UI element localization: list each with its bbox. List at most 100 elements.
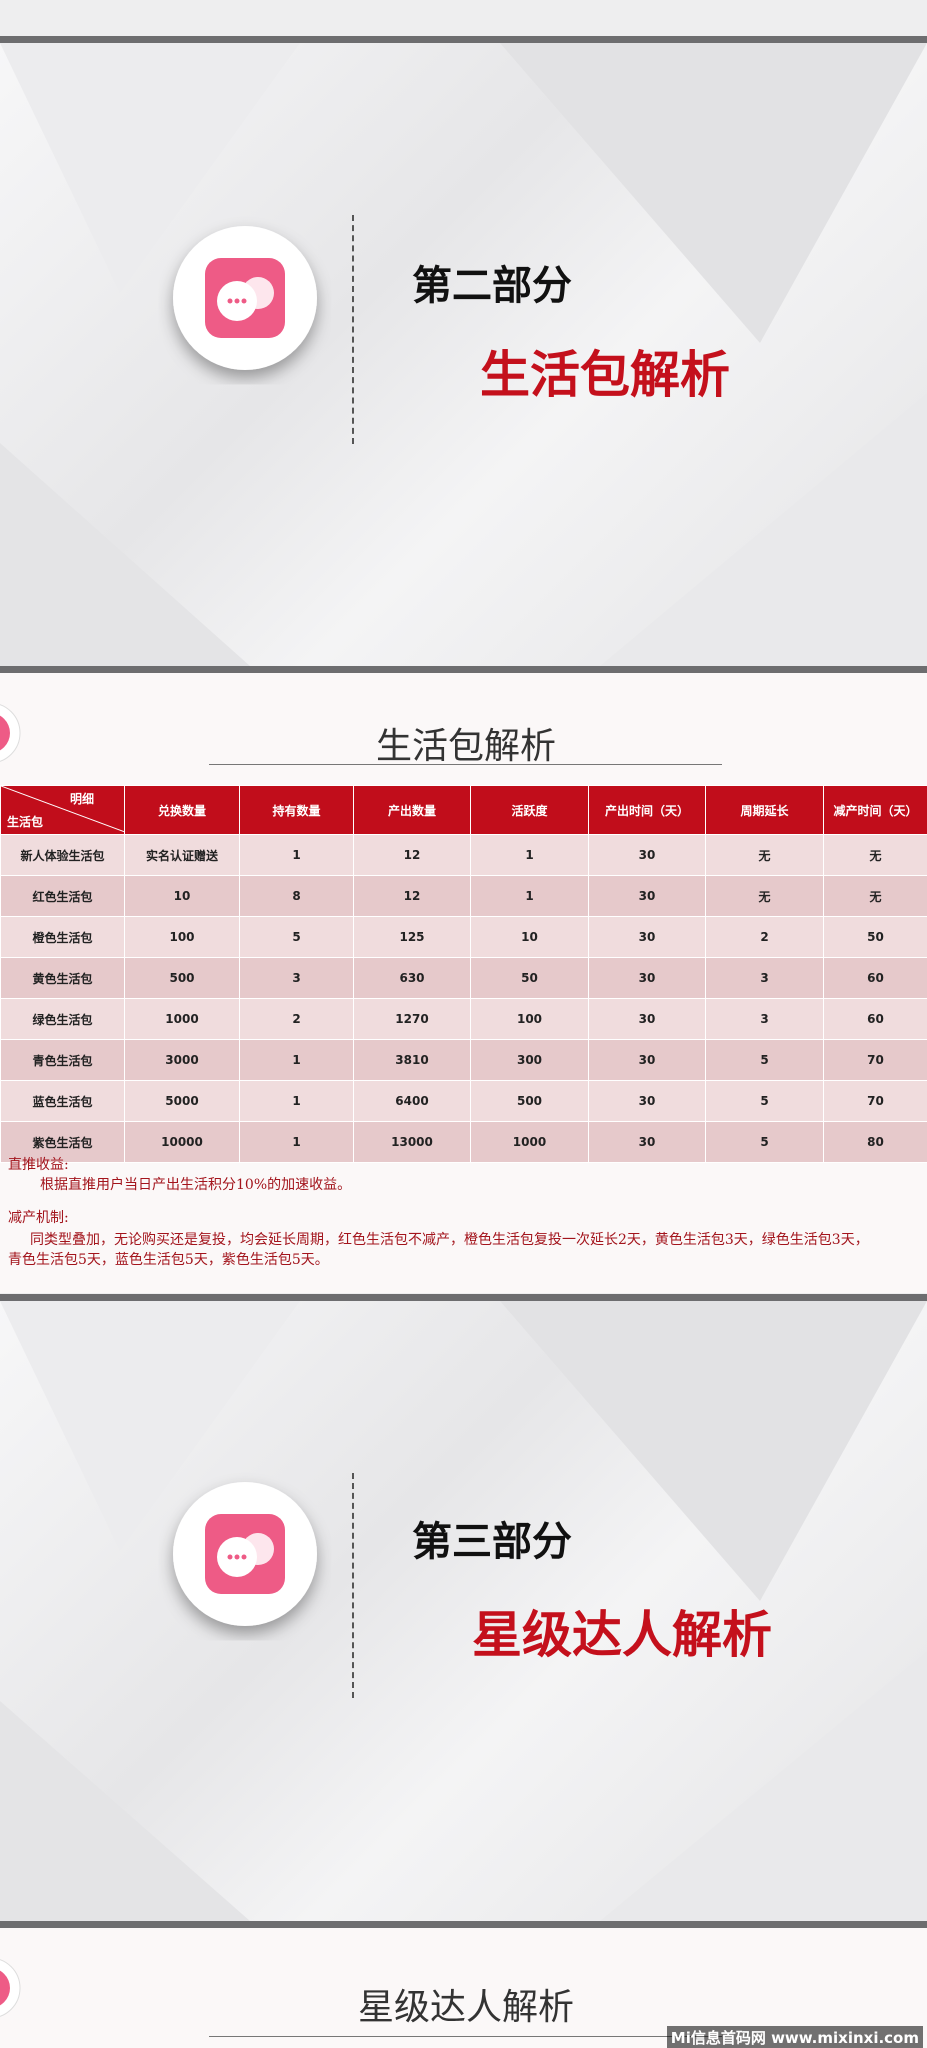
table-cell: 30 (588, 1121, 706, 1163)
table-cell: 60 (823, 957, 927, 999)
table-cell: 1 (239, 834, 354, 876)
row-label: 黄色生活包 (0, 957, 125, 999)
table-cell: 30 (588, 834, 706, 876)
table-cell: 500 (124, 957, 240, 999)
corner-bottom: 生活包 (7, 815, 44, 829)
table-cell: 5 (705, 1121, 824, 1163)
slide-title: 星级达人解析 (357, 1987, 575, 2028)
separator (0, 1921, 927, 1928)
table-cell: 无 (823, 875, 927, 917)
divider (352, 215, 354, 444)
table-cell: 3 (239, 957, 354, 999)
table-cell: 30 (588, 957, 706, 999)
background-pattern (0, 43, 927, 666)
title-underline (209, 764, 722, 765)
table-cell: 无 (823, 834, 927, 876)
table-cell: 1 (239, 1039, 354, 1081)
table-cell: 125 (353, 916, 471, 958)
table-row: 蓝色生活包 5000 1 6400 500 30 5 70 (0, 1080, 927, 1122)
table-cell: 1270 (353, 998, 471, 1040)
table-cell: 3810 (353, 1039, 471, 1081)
section-label: 第三部分 (412, 1519, 572, 1565)
slide-section-3: 第三部分 星级达人解析 (0, 1301, 927, 1921)
watermark: Mi信息首码网 www.mixinxi.com (666, 2026, 923, 2048)
row-label: 青色生活包 (0, 1039, 125, 1081)
section-title: 生活包解析 (480, 346, 730, 404)
table-cell: 1 (239, 1121, 354, 1163)
table-cell: 30 (588, 998, 706, 1040)
table-cell: 2 (239, 998, 354, 1040)
column-header: 产出数量 (353, 785, 471, 835)
separator (0, 1294, 927, 1301)
column-header: 产出时间（天） (588, 785, 706, 835)
icon-edge (0, 704, 21, 762)
slide-section-2: 第二部分 生活包解析 (0, 43, 927, 666)
corner-cell: 明细 生活包 (0, 785, 125, 835)
column-header: 减产时间（天） (823, 785, 927, 835)
table-cell: 300 (470, 1039, 589, 1081)
table-cell: 5 (239, 916, 354, 958)
table-cell: 50 (823, 916, 927, 958)
column-header: 周期延长 (705, 785, 824, 835)
table-cell: 3000 (124, 1039, 240, 1081)
table-cell: 80 (823, 1121, 927, 1163)
column-header: 活跃度 (470, 785, 589, 835)
title-underline (209, 2036, 722, 2037)
table-cell: 1 (239, 1080, 354, 1122)
table-cell: 1 (470, 834, 589, 876)
row-label: 紫色生活包 (0, 1121, 125, 1163)
slide-star: 星级达人解析 Mi信息首码网 www.mixinxi.com (0, 1928, 927, 2048)
table-cell: 无 (705, 834, 824, 876)
table-row: 红色生活包 10 8 12 1 30 无无 (0, 875, 927, 917)
divider (352, 1473, 354, 1698)
table-cell: 8 (239, 875, 354, 917)
column-header: 持有数量 (239, 785, 354, 835)
note-heading: 减产机制: (8, 1210, 69, 1226)
table-cell: 3 (705, 998, 824, 1040)
table-cell: 100 (124, 916, 240, 958)
table-cell: 10 (124, 875, 240, 917)
table-cell: 无 (705, 875, 824, 917)
table-row: 新人体验生活包 实名认证赠送 1 12 1 30 无无 (0, 834, 927, 876)
table-cell: 30 (588, 1039, 706, 1081)
table-cell: 5000 (124, 1080, 240, 1122)
diagonal (1, 786, 125, 832)
icon-edge (0, 1959, 21, 2017)
table-cell: 500 (470, 1080, 589, 1122)
table-cell: 1000 (470, 1121, 589, 1163)
table-cell: 30 (588, 875, 706, 917)
corner-top: 明细 (69, 792, 94, 806)
background-pattern (0, 1301, 927, 1921)
column-header: 兑换数量 (124, 785, 240, 835)
separator (0, 666, 927, 673)
table-row: 绿色生活包 1000 2 1270 100 30 3 60 (0, 998, 927, 1040)
row-label: 红色生活包 (0, 875, 125, 917)
table-cell: 10000 (124, 1121, 240, 1163)
table-cell: 630 (353, 957, 471, 999)
section-label: 第二部分 (412, 263, 572, 309)
table-cell: 1 (470, 875, 589, 917)
table-row: 紫色生活包 10000 1 13000 1000 30 5 80 (0, 1121, 927, 1163)
table-cell: 70 (823, 1039, 927, 1081)
slide-title: 生活包解析 (375, 726, 557, 767)
section-title: 星级达人解析 (472, 1606, 772, 1664)
note-text: 青色生活包5天，蓝色生活包5天，紫色生活包5天。 (8, 1252, 329, 1268)
row-label: 蓝色生活包 (0, 1080, 125, 1122)
data-table: 明细 生活包 兑换数量 持有数量 产出数量 活跃度 产出时间（天） 周期延长 减产时间（天）… (0, 785, 927, 1163)
table-cell: 60 (823, 998, 927, 1040)
table-cell: 3 (705, 957, 824, 999)
table-cell: 12 (353, 875, 471, 917)
row-label: 橙色生活包 (0, 916, 125, 958)
table-cell: 30 (588, 916, 706, 958)
table-cell: 12 (353, 834, 471, 876)
table-cell: 6400 (353, 1080, 471, 1122)
table-row: 青色生活包 3000 1 3810 300 30 5 70 (0, 1039, 927, 1081)
table-row: 橙色生活包 100 5 125 10 30 2 50 (0, 916, 927, 958)
table-cell: 10 (470, 916, 589, 958)
note-text: 同类型叠加，无论购买还是复投，均会延长周期，红色生活包不减产，橙色生活包复投一次… (30, 1232, 869, 1248)
note-heading: 直推收益: (8, 1157, 69, 1173)
table-cell: 50 (470, 957, 589, 999)
note-text: 根据直推用户当日产出生活积分10%的加速收益。 (40, 1177, 352, 1193)
separator (0, 36, 927, 43)
